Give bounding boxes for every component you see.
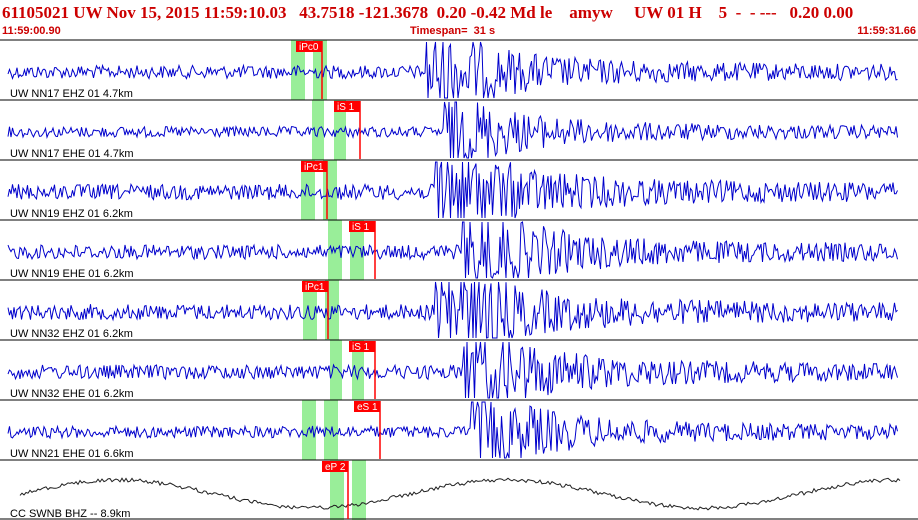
seismogram-header: 61105021 UW Nov 15, 2015 11:59:10.03 43.…: [0, 0, 918, 40]
phase-pick-label: iS 1: [337, 102, 355, 113]
phase-pick-group[interactable]: iPc0 iS 1 iPc1 iS 1 iPc1 iS 1 eS 1 eP 2: [296, 41, 381, 519]
trace-station-label: UW NN19 EHZ 01 6.2km: [10, 208, 133, 220]
waveform-trace: [19, 477, 901, 511]
trace-station-label: UW NN19 EHE 01 6.2km: [10, 268, 133, 280]
phase-pick-label: iS 1: [352, 222, 370, 233]
phase-pick-tag[interactable]: [349, 221, 375, 232]
waveform-trace: [7, 221, 898, 279]
phase-pick-tag[interactable]: [334, 101, 360, 112]
phase-pick-tag[interactable]: [296, 41, 322, 52]
event-summary-title: 61105021 UW Nov 15, 2015 11:59:10.03 43.…: [2, 3, 854, 22]
phase-pick-label: eP 2: [325, 462, 346, 473]
phase-pick-tag[interactable]: [322, 461, 348, 472]
trace-group: [0, 39, 918, 520]
pick-window: [291, 40, 305, 100]
timespan-label: Timespan= 31 s: [410, 25, 496, 37]
waveform-trace: [7, 401, 898, 459]
pick-window: [350, 220, 364, 280]
phase-pick-label: iPc0: [299, 42, 319, 53]
phase-pick-label: iPc1: [305, 282, 325, 293]
pick-window: [303, 280, 317, 340]
trace-station-label: UW NN32 EHE 01 6.2km: [10, 388, 133, 400]
pick-window: [334, 100, 346, 160]
phase-pick-tag[interactable]: [302, 281, 328, 292]
phase-pick-tag[interactable]: [349, 341, 375, 352]
pick-window: [330, 340, 342, 400]
phase-pick-label: iS 1: [352, 342, 370, 353]
pick-window: [330, 460, 344, 520]
pick-window: [313, 40, 327, 100]
trace-station-label: CC SWNB BHZ -- 8.9km: [10, 508, 130, 520]
waveform-trace: [7, 281, 898, 339]
pick-window: [352, 340, 364, 400]
end-time-label: 11:59:31.66: [857, 25, 916, 37]
trace-station-label: UW NN17 EHE 01 4.7km: [10, 148, 133, 160]
phase-pick-label: iPc1: [304, 162, 324, 173]
waveform-trace: [7, 41, 898, 99]
phase-pick-tag[interactable]: [301, 161, 327, 172]
trace-station-label: UW NN17 EHZ 01 4.7km: [10, 88, 133, 100]
pick-window: [328, 220, 342, 280]
phase-pick-label: eS 1: [357, 402, 378, 413]
waveform-trace: [7, 161, 898, 219]
waveform-trace: [7, 341, 898, 399]
phase-pick-tag[interactable]: [354, 401, 380, 412]
pick-window: [352, 460, 366, 520]
start-time-label: 11:59:00.90: [2, 25, 61, 37]
pick-window-highlights: [291, 40, 366, 520]
pick-window: [301, 160, 315, 220]
trace-label-group: UW NN17 EHZ 01 4.7km UW NN17 EHE 01 4.7km…: [10, 88, 133, 520]
trace-station-label: UW NN32 EHZ 01 6.2km: [10, 328, 133, 340]
pick-window: [302, 400, 316, 460]
waveform-trace: [7, 101, 898, 159]
trace-station-label: UW NN21 EHE 01 6.6km: [10, 448, 133, 460]
